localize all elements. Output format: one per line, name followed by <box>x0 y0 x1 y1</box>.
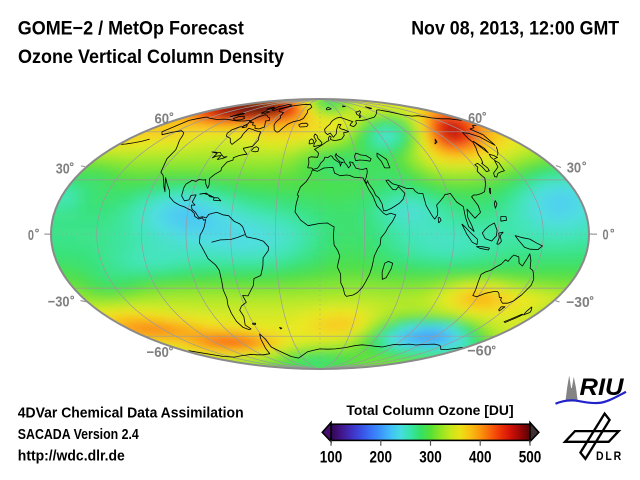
svg-text:200: 200 <box>370 449 393 467</box>
svg-text:SACADA Version 2.4: SACADA Version 2.4 <box>18 426 139 443</box>
svg-text:0: 0 <box>28 228 34 244</box>
svg-text:Nov 08, 2013, 12:00 GMT: Nov 08, 2013, 12:00 GMT <box>411 18 619 40</box>
svg-text:500: 500 <box>519 449 542 467</box>
svg-text:−60: −60 <box>147 345 169 361</box>
svg-text:−30: −30 <box>48 295 70 311</box>
svg-text:GOME−2 / MetOp Forecast: GOME−2 / MetOp Forecast <box>18 18 244 40</box>
svg-text:60: 60 <box>155 111 170 127</box>
svg-text:−60: −60 <box>467 344 492 360</box>
svg-text:DLR: DLR <box>596 451 623 463</box>
svg-text:60: 60 <box>468 111 482 127</box>
svg-text:Ozone Vertical Column Density: Ozone Vertical Column Density <box>18 46 284 68</box>
svg-text:30: 30 <box>567 160 582 176</box>
svg-text:0: 0 <box>603 228 609 244</box>
svg-text:−30: −30 <box>566 295 590 311</box>
svg-text:4DVar Chemical Data Assimilati: 4DVar Chemical Data Assimilation <box>18 404 244 421</box>
svg-text:100: 100 <box>320 449 343 467</box>
svg-text:Total Column Ozone [DU]: Total Column Ozone [DU] <box>346 403 513 418</box>
svg-text:400: 400 <box>469 449 492 467</box>
svg-text:300: 300 <box>419 449 442 467</box>
svg-text:http://wdc.dlr.de: http://wdc.dlr.de <box>18 448 125 465</box>
svg-text:30: 30 <box>56 162 70 178</box>
